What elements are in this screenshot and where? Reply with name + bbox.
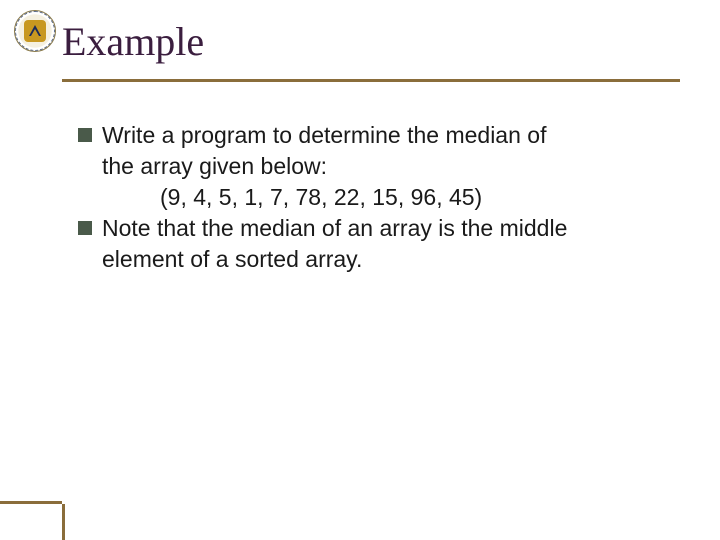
bullet-line: Write a program to determine the median … — [102, 122, 546, 148]
logo-triangle-icon — [28, 24, 42, 38]
bullet-text: Note that the median of an array is the … — [102, 213, 680, 275]
bullet-text: Write a program to determine the median … — [102, 120, 680, 182]
bullet-line: the array given below: — [102, 153, 327, 179]
title-region: Example — [62, 18, 680, 82]
slide-title: Example — [62, 18, 680, 65]
bullet-square-icon — [78, 128, 92, 142]
institution-logo — [14, 10, 56, 52]
bullet-line: element of a sorted array. — [102, 246, 362, 272]
bullet-line: Note that the median of an array is the … — [102, 215, 567, 241]
bullet-item: Note that the median of an array is the … — [78, 213, 680, 275]
corner-accent-vertical — [62, 504, 65, 540]
title-underline — [62, 79, 680, 82]
bullet-item: Write a program to determine the median … — [78, 120, 680, 182]
slide: Example Write a program to determine the… — [0, 0, 720, 540]
array-display: (9, 4, 5, 1, 7, 78, 22, 15, 96, 45) — [160, 182, 680, 213]
bullet-square-icon — [78, 221, 92, 235]
body-region: Write a program to determine the median … — [78, 120, 680, 275]
corner-accent-horizontal — [0, 501, 62, 504]
